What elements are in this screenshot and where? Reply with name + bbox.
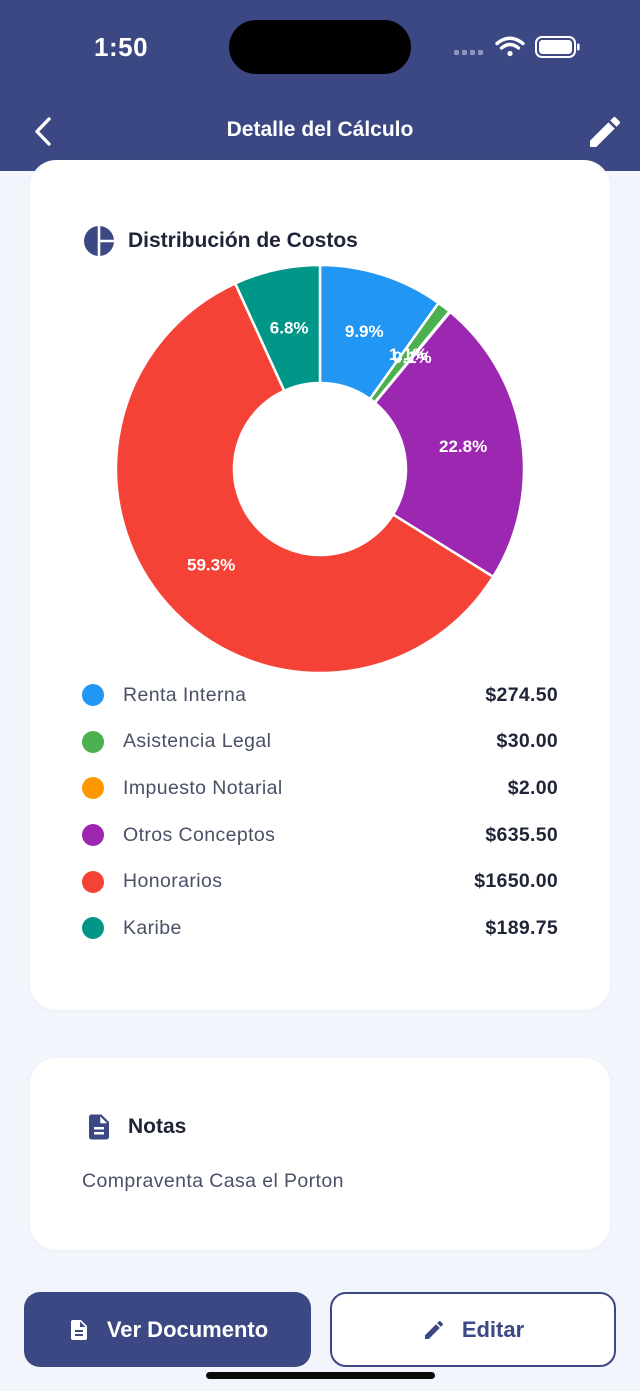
notes-text: Compraventa Casa el Porton (82, 1170, 344, 1192)
status-time: 1:50 (94, 32, 149, 62)
legend-label: Otros Conceptos (123, 823, 276, 846)
pencil-icon (590, 116, 621, 147)
cost-distribution-card: Distribución de Costos 9.9% 1.1% 0.1% 22.8%… (30, 160, 610, 1010)
wifi-icon (495, 36, 525, 57)
donut-label-honorarios: 59.3% (187, 556, 235, 575)
donut-label-impuesto-notarial: 0.1% (393, 348, 432, 367)
donut-slice-karibe (233, 263, 322, 393)
pencil-icon (422, 1318, 446, 1342)
donut-slice-otros-conceptos (373, 310, 526, 579)
edit-header-button[interactable] (584, 112, 626, 152)
legend-item: Asistencia Legal $30.00 (82, 719, 558, 766)
legend-label: Renta Interna (123, 683, 247, 706)
legend-amount: $1650.00 (474, 870, 558, 893)
legend-label: Asistencia Legal (123, 730, 272, 753)
legend-item: Impuesto Notarial $2.00 (82, 765, 558, 812)
battery-icon (535, 36, 580, 58)
donut-slice-honorarios (114, 281, 495, 675)
cost-distribution-header: Distribución de Costos (82, 224, 358, 258)
legend-amount: $635.50 (485, 823, 558, 846)
donut-label-karibe: 6.8% (270, 318, 309, 337)
donut-chart-svg: 9.9% 1.1%0.1% 22.8% 59.3% 6.8% (114, 263, 526, 675)
legend-item: Renta Interna $274.50 (82, 672, 558, 719)
section-title: Notas (128, 1115, 187, 1138)
edit-label: Editar (461, 1316, 525, 1342)
chart-legend: Renta Interna $274.50 Asistencia Legal $30.… (82, 672, 558, 952)
pie-chart-icon (82, 224, 116, 258)
legend-color-dot (82, 824, 104, 847)
edit-button[interactable]: Editar (330, 1292, 616, 1367)
home-indicator (206, 1372, 435, 1379)
legend-item: Otros Conceptos $635.50 (82, 812, 558, 859)
status-icons (454, 36, 580, 58)
legend-label: Honorarios (123, 870, 223, 893)
notes-header: Notas (82, 1110, 186, 1144)
chevron-left-icon (35, 117, 51, 146)
legend-amount: $2.00 (507, 776, 558, 799)
legend-label: Karibe (123, 916, 182, 939)
document-icon (67, 1318, 91, 1342)
section-title: Distribución de Costos (128, 229, 358, 252)
dynamic-island (229, 20, 411, 74)
donut-chart: 9.9% 1.1% 0.1% 22.8% 59.3% 6.8% (114, 263, 526, 675)
donut-label-renta-interna: 9.9% (345, 322, 384, 341)
donut-label-otros-conceptos: 22.8% (439, 437, 487, 456)
legend-item: Honorarios $1650.00 (82, 858, 558, 905)
document-icon (82, 1110, 116, 1144)
notes-card: Notas Compraventa Casa el Porton (30, 1058, 610, 1250)
view-document-label: Ver Documento (106, 1316, 269, 1342)
legend-color-dot (82, 777, 104, 800)
legend-item: Karibe $189.75 (82, 905, 558, 952)
signal-icon (454, 50, 483, 55)
app-bar: 1:50 Detalle de (0, 0, 640, 171)
back-button[interactable] (26, 112, 66, 152)
legend-color-dot (82, 870, 104, 893)
donut-label-asistencia-legal: 1.1% (389, 345, 428, 364)
view-document-button[interactable]: Ver Documento (24, 1292, 311, 1367)
legend-amount: $189.75 (485, 916, 558, 939)
legend-color-dot (82, 730, 104, 753)
legend-color-dot (82, 917, 104, 940)
page-title: Detalle del Cálculo (226, 118, 414, 141)
legend-amount: $274.50 (485, 683, 558, 706)
legend-label: Impuesto Notarial (123, 776, 283, 799)
legend-color-dot (82, 684, 104, 707)
legend-amount: $30.00 (496, 730, 558, 753)
